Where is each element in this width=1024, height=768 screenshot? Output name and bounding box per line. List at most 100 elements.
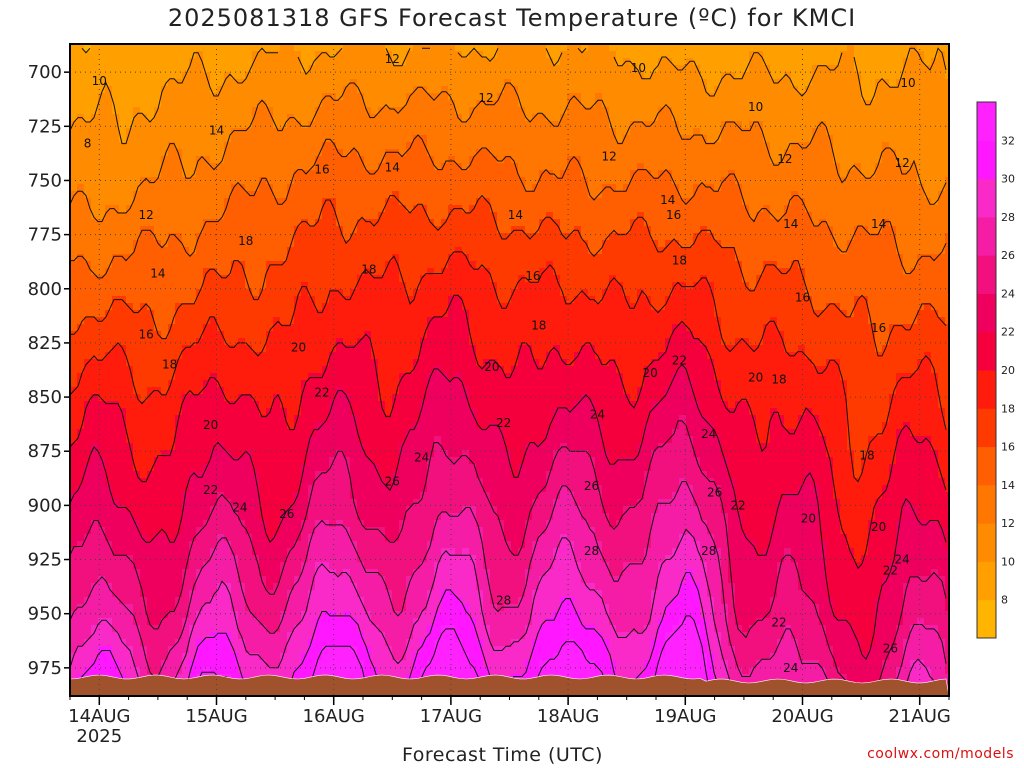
field-cell	[210, 331, 218, 339]
field-cell	[427, 240, 435, 248]
field-cell	[406, 163, 414, 171]
field-cell	[98, 450, 106, 458]
field-cell	[280, 324, 288, 332]
field-cell	[112, 128, 120, 136]
field-cell	[301, 422, 309, 430]
field-cell	[273, 660, 281, 668]
field-cell	[203, 429, 211, 437]
field-cell	[385, 429, 393, 437]
field-cell	[266, 149, 274, 157]
field-cell	[413, 44, 421, 52]
field-cell	[98, 422, 106, 430]
field-cell	[294, 100, 302, 108]
field-cell	[245, 569, 253, 577]
field-cell	[196, 520, 204, 528]
field-cell	[189, 114, 197, 122]
field-cell	[231, 408, 239, 416]
field-cell	[273, 625, 281, 633]
field-cell	[287, 555, 295, 563]
field-cell	[343, 156, 351, 164]
field-cell	[364, 86, 372, 94]
field-cell	[364, 520, 372, 528]
field-cell	[161, 513, 169, 521]
field-cell	[70, 114, 78, 122]
field-cell	[434, 58, 442, 66]
field-cell	[259, 359, 267, 367]
field-cell	[427, 527, 435, 535]
field-cell	[77, 436, 85, 444]
field-cell	[322, 282, 330, 290]
field-cell	[217, 422, 225, 430]
field-cell	[427, 324, 435, 332]
field-cell	[406, 296, 414, 304]
field-cell	[259, 310, 267, 318]
field-cell	[238, 492, 246, 500]
field-cell	[315, 261, 323, 269]
field-cell	[392, 345, 400, 353]
field-cell	[126, 296, 134, 304]
field-cell	[70, 632, 78, 640]
field-cell	[175, 569, 183, 577]
field-cell	[196, 44, 204, 52]
field-cell	[420, 569, 428, 577]
field-cell	[133, 261, 141, 269]
field-cell	[406, 478, 414, 486]
field-cell	[154, 324, 162, 332]
field-cell	[210, 219, 218, 227]
field-cell	[343, 639, 351, 647]
field-cell	[287, 674, 295, 682]
field-cell	[434, 275, 442, 283]
field-cell	[252, 58, 260, 66]
field-cell	[259, 485, 267, 493]
field-cell	[98, 86, 106, 94]
field-cell	[175, 191, 183, 199]
field-cell	[280, 345, 288, 353]
field-cell	[91, 611, 99, 619]
field-cell	[427, 597, 435, 605]
field-cell	[399, 303, 407, 311]
field-cell	[238, 233, 246, 241]
field-cell	[140, 464, 148, 472]
field-cell	[238, 282, 246, 290]
field-cell	[378, 240, 386, 248]
field-cell	[252, 317, 260, 325]
field-cell	[175, 471, 183, 479]
field-cell	[273, 548, 281, 556]
field-cell	[119, 191, 127, 199]
field-cell	[140, 86, 148, 94]
field-cell	[420, 317, 428, 325]
field-cell	[133, 380, 141, 388]
field-cell	[315, 338, 323, 346]
field-cell	[378, 450, 386, 458]
field-cell	[266, 527, 274, 535]
field-cell	[308, 499, 316, 507]
field-cell	[294, 401, 302, 409]
field-cell	[189, 51, 197, 59]
field-cell	[392, 478, 400, 486]
field-cell	[399, 618, 407, 626]
field-cell	[154, 121, 162, 129]
field-cell	[434, 100, 442, 108]
field-cell	[308, 576, 316, 584]
field-cell	[126, 457, 134, 465]
field-cell	[105, 198, 113, 206]
field-cell	[427, 65, 435, 73]
field-cell	[343, 457, 351, 465]
field-cell	[175, 51, 183, 59]
field-cell	[196, 401, 204, 409]
field-cell	[273, 569, 281, 577]
field-cell	[287, 513, 295, 521]
field-cell	[182, 562, 190, 570]
field-cell	[203, 282, 211, 290]
field-cell	[434, 156, 442, 164]
field-cell	[364, 359, 372, 367]
field-cell	[98, 653, 106, 661]
field-cell	[98, 128, 106, 136]
field-cell	[168, 170, 176, 178]
field-cell	[182, 219, 190, 227]
field-cell	[378, 597, 386, 605]
field-cell	[371, 506, 379, 514]
field-cell	[434, 338, 442, 346]
field-cell	[252, 240, 260, 248]
field-cell	[112, 450, 120, 458]
